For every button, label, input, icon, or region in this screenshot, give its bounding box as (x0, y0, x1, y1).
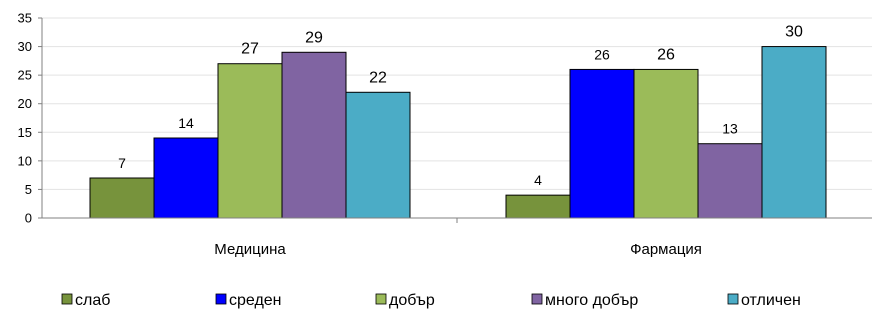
y-tick-label: 5 (25, 182, 32, 197)
legend-swatch (531, 293, 543, 305)
legend-label: добър (389, 292, 435, 309)
y-tick-label: 0 (25, 211, 32, 226)
bar (217, 63, 283, 219)
bars (89, 46, 827, 219)
data-label: 30 (785, 24, 803, 41)
data-label: 7 (118, 155, 126, 171)
legend-swatch (727, 293, 739, 305)
legend: слаб среден добър много добър отличен (61, 292, 801, 309)
y-tick-label: 10 (18, 153, 32, 168)
data-label: 14 (178, 115, 194, 131)
data-label: 29 (305, 29, 323, 46)
axes (41, 18, 872, 223)
data-label: 4 (534, 172, 542, 188)
category-label: Медицина (214, 241, 286, 258)
data-label: 13 (722, 121, 738, 137)
legend-swatch (215, 293, 227, 305)
data-label: 26 (594, 46, 610, 62)
legend-label: слаб (75, 292, 110, 309)
legend-swatch (61, 293, 73, 305)
legend-label: много добър (545, 292, 638, 309)
bar (761, 46, 827, 219)
category-labels: Медицина Фармация (214, 241, 702, 258)
bar (89, 177, 155, 219)
legend-label: среден (229, 292, 282, 309)
bar (345, 91, 411, 219)
bar (633, 68, 699, 219)
bar (569, 68, 635, 219)
y-axis-ticks: 0 5 10 15 20 25 30 35 (18, 11, 42, 226)
bar (505, 194, 571, 219)
legend-swatch (375, 293, 387, 305)
bar (697, 143, 763, 219)
data-labels: 7 14 27 29 22 4 26 26 13 30 (118, 24, 803, 189)
y-tick-label: 35 (18, 11, 32, 26)
y-tick-label: 25 (18, 68, 32, 83)
y-tick-label: 20 (18, 96, 32, 111)
data-label: 27 (241, 41, 259, 58)
data-label: 26 (657, 46, 675, 63)
category-label: Фармация (630, 241, 702, 258)
y-tick-label: 15 (18, 125, 32, 140)
bar (281, 51, 347, 219)
legend-label: отличен (741, 292, 801, 309)
data-label: 22 (369, 69, 387, 86)
bar (153, 137, 219, 219)
y-tick-label: 30 (18, 39, 32, 54)
